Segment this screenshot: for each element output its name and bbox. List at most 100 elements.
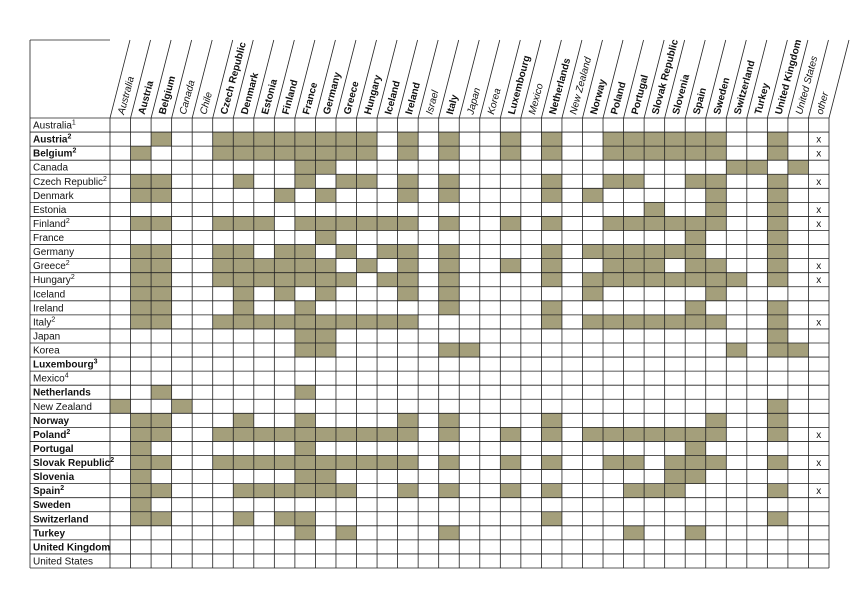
cell (582, 328, 604, 343)
cell (705, 553, 727, 568)
cell (603, 132, 624, 147)
cell (192, 497, 213, 512)
cell (582, 146, 604, 161)
row-label: Denmark (33, 191, 75, 202)
cell (479, 539, 501, 554)
cell (315, 300, 336, 315)
cell (335, 286, 357, 301)
cell (500, 539, 521, 554)
cell (377, 539, 398, 554)
cell (397, 385, 419, 400)
cell (582, 174, 604, 189)
header-line (499, 39, 521, 119)
cell (623, 343, 645, 358)
cell (603, 497, 624, 512)
cell (212, 328, 234, 343)
cell (356, 146, 378, 161)
cell (253, 483, 275, 498)
cell (746, 202, 768, 217)
cell (520, 427, 542, 442)
cell (110, 483, 131, 498)
cell (192, 525, 213, 540)
cell (767, 244, 788, 259)
cell (746, 539, 768, 554)
cell (664, 343, 686, 358)
cell (479, 427, 501, 442)
cell (787, 441, 809, 456)
cell (171, 286, 193, 301)
cell (767, 216, 788, 231)
other-mark: x (816, 149, 821, 160)
cell (171, 272, 193, 287)
cell (377, 385, 398, 400)
cell (253, 202, 275, 217)
cell (644, 230, 665, 245)
cell (746, 258, 768, 273)
cell (418, 553, 439, 568)
cell (294, 174, 316, 189)
cell (192, 539, 213, 554)
cell (459, 525, 480, 540)
cell (767, 328, 788, 343)
cell (705, 314, 727, 329)
cell (253, 441, 275, 456)
cell (233, 174, 254, 189)
cell (726, 525, 747, 540)
cell (315, 160, 336, 175)
cell (500, 399, 521, 414)
cell (315, 539, 336, 554)
cell (294, 272, 316, 287)
cell (561, 230, 583, 245)
cell (623, 230, 645, 245)
cell (664, 371, 686, 386)
cell (623, 300, 645, 315)
cell (787, 357, 809, 372)
cell (479, 146, 501, 161)
cell (664, 272, 686, 287)
cell (233, 343, 254, 358)
cell (377, 132, 398, 147)
cell (746, 497, 768, 512)
cell (438, 132, 460, 147)
cell (192, 230, 213, 245)
cell (294, 244, 316, 259)
cell (151, 371, 172, 386)
cell (418, 146, 439, 161)
cell (438, 230, 460, 245)
cell (171, 385, 193, 400)
cell (192, 258, 213, 273)
header-line (520, 39, 542, 119)
cell (767, 371, 788, 386)
cell (459, 455, 480, 470)
cell (171, 216, 193, 231)
cell (541, 511, 562, 526)
cell (582, 427, 604, 442)
cell (787, 160, 809, 175)
header-line (458, 39, 480, 119)
cell (561, 286, 583, 301)
cell (151, 497, 172, 512)
cell (685, 118, 706, 133)
cell (335, 328, 357, 343)
cell (397, 441, 419, 456)
cell (479, 118, 501, 133)
cell (356, 160, 378, 175)
cell (685, 357, 706, 372)
header-line (828, 39, 850, 119)
cell (582, 258, 604, 273)
cell (603, 343, 624, 358)
cell (397, 230, 419, 245)
cell (151, 469, 172, 484)
cell (356, 511, 378, 526)
cell (233, 539, 254, 554)
cell (438, 441, 460, 456)
row-note: 2 (67, 134, 71, 141)
cell (253, 230, 275, 245)
cell (438, 258, 460, 273)
cell (603, 314, 624, 329)
cell (356, 413, 378, 428)
cell (541, 553, 562, 568)
cell (767, 202, 788, 217)
cell (253, 343, 275, 358)
cell (315, 455, 336, 470)
